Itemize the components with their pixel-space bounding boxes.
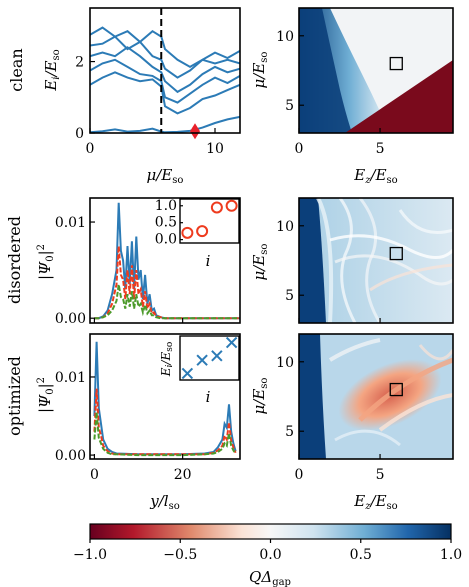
axes-frame (298, 333, 454, 460)
inset-optimized: i Ei/Eso (159, 335, 240, 406)
y-axis-label: μ/Eso (250, 378, 270, 415)
y-tick-label: 10 (276, 219, 294, 235)
series-line-3 (90, 58, 240, 104)
series-line-0 (90, 26, 240, 69)
inset-y-tick-label: 0.5 (155, 215, 177, 231)
inset-point-2 (211, 350, 223, 362)
y-axis-label: μ/Eso (250, 244, 270, 281)
colorbar-tick-label: 0.5 (350, 547, 372, 563)
series-line-1 (94, 246, 240, 320)
axes-frame (89, 7, 241, 134)
colorbar-tick-label: 1.0 (440, 547, 462, 563)
panel-clean-spectrum: 0 10 0 2 μ/Eso Ei/Eso (42, 7, 241, 186)
y-tick-label: 0.00 (55, 448, 86, 464)
inset-point-0 (181, 226, 194, 239)
y-tick-label: 5 (285, 288, 294, 304)
y-tick-label: 5 (285, 98, 294, 114)
y-tick-label: 0 (75, 126, 84, 142)
y-axis-label: |Ψ0|2 (36, 377, 56, 413)
inset-point-1 (196, 225, 209, 238)
x-axis-label: Ez/Eso (353, 492, 397, 512)
x-axis-label: y/lso (149, 492, 179, 512)
y-axis-label: Ei/Eso (42, 49, 62, 91)
inset-point-3 (225, 199, 238, 212)
row-label-disordered: disordered (5, 216, 24, 304)
square-marker (389, 382, 403, 397)
axes-frame (89, 333, 241, 460)
y-tick-label: 0.01 (55, 215, 86, 231)
x-tick-label: 5 (376, 467, 385, 483)
x-tick-label: 0 (86, 141, 95, 157)
axes-frame (89, 197, 241, 324)
colorbar-tick-label: −0.5 (163, 547, 197, 563)
diamond-marker (190, 123, 200, 140)
y-tick-label: 10 (276, 29, 294, 45)
x-tick-label: 0 (295, 467, 304, 483)
square-marker (389, 56, 403, 71)
y-tick-label: 0.01 (55, 370, 86, 386)
inset-y-axis-label: Ei/Eso (159, 342, 175, 378)
axes-frame (298, 197, 454, 324)
x-axis-label: μ/Eso (147, 166, 184, 186)
series-line-2 (93, 412, 237, 457)
inset-x-axis-label: i (206, 252, 211, 270)
axes-frame (298, 7, 454, 134)
y-tick-label: 5 (285, 424, 294, 440)
row-label-clean: clean (7, 48, 26, 91)
square-marker (389, 246, 403, 261)
series-line-5 (90, 115, 240, 133)
inset-point-3 (225, 336, 238, 349)
y-tick-label: 0.00 (55, 311, 86, 327)
row-label-optimized: optimized (5, 356, 24, 436)
panel-optimized-map: 0 5 5 10 Ez/Eso μ/Eso (250, 333, 454, 512)
y-tick-label: 2 (75, 55, 84, 71)
x-tick-label: 0 (90, 467, 99, 483)
panel-optimized-wavefunction: 0.00 0.01 0 20 y/lso |Ψ0|2 i Ei/Eso (36, 333, 241, 512)
y-axis-label: |Ψ0|2 (36, 244, 56, 280)
inset-point-0 (181, 367, 194, 380)
series-line-2 (90, 46, 240, 94)
colorbar-label: QΔgap (249, 568, 291, 587)
inset-y-tick-label: 1.0 (155, 198, 177, 214)
x-tick-label: 10 (206, 141, 224, 157)
series-line-1 (93, 388, 237, 456)
inset-point-2 (210, 201, 223, 214)
colorbar-tick-label: 0.0 (259, 547, 281, 563)
x-axis-label: Ez/Eso (353, 166, 397, 186)
x-tick-label: 5 (376, 141, 385, 157)
y-axis-label: μ/Eso (250, 52, 270, 89)
panel-clean-map: 0 5 5 10 Ez/Eso μ/Eso (250, 7, 454, 186)
inset-y-tick-label: 0.0 (155, 232, 177, 248)
series-line-1 (90, 30, 240, 79)
panel-disordered-map: 5 10 μ/Eso (250, 197, 454, 324)
colorbar: −1.0 −0.5 0.0 0.5 1.0 QΔgap (73, 523, 462, 587)
panel-disordered-wavefunction: 0.00 0.01 |Ψ0|2 0.00.51.0 i (36, 197, 241, 327)
inset-point-1 (196, 354, 208, 366)
series-line-2 (94, 284, 240, 320)
x-tick-label: 20 (174, 467, 192, 483)
inset-x-axis-label: i (206, 388, 211, 406)
colorbar-tick-label: −1.0 (73, 547, 107, 563)
series-line-4 (90, 71, 240, 115)
inset-disordered: 0.00.51.0 i (155, 198, 240, 270)
y-tick-label: 10 (276, 355, 294, 371)
x-tick-label: 0 (295, 141, 304, 157)
